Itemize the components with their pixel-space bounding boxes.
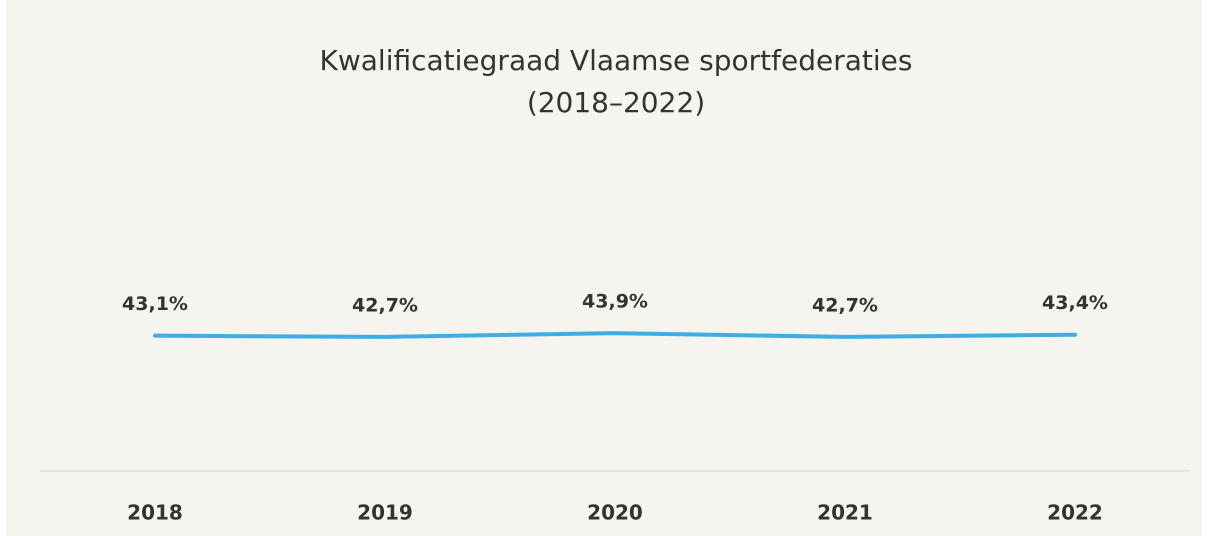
data-label: 42,7% <box>352 294 418 316</box>
data-label: 43,1% <box>122 293 188 315</box>
x-tick-label: 2020 <box>587 501 643 525</box>
line <box>153 331 1077 339</box>
x-tick-label: 2022 <box>1047 501 1103 525</box>
chart-title: (2018–2022) <box>527 86 705 119</box>
data-label: 42,7% <box>812 294 878 316</box>
chart-background <box>6 0 1202 536</box>
chart-title: Kwalificatiegraad Vlaamse sportfederatie… <box>320 44 913 77</box>
x-tick-label: 2018 <box>127 501 183 525</box>
data-label: 43,4% <box>1042 292 1108 314</box>
x-tick-label: 2021 <box>817 501 873 525</box>
x-tick-label: 2019 <box>357 501 413 525</box>
data-label: 43,9% <box>582 291 648 313</box>
